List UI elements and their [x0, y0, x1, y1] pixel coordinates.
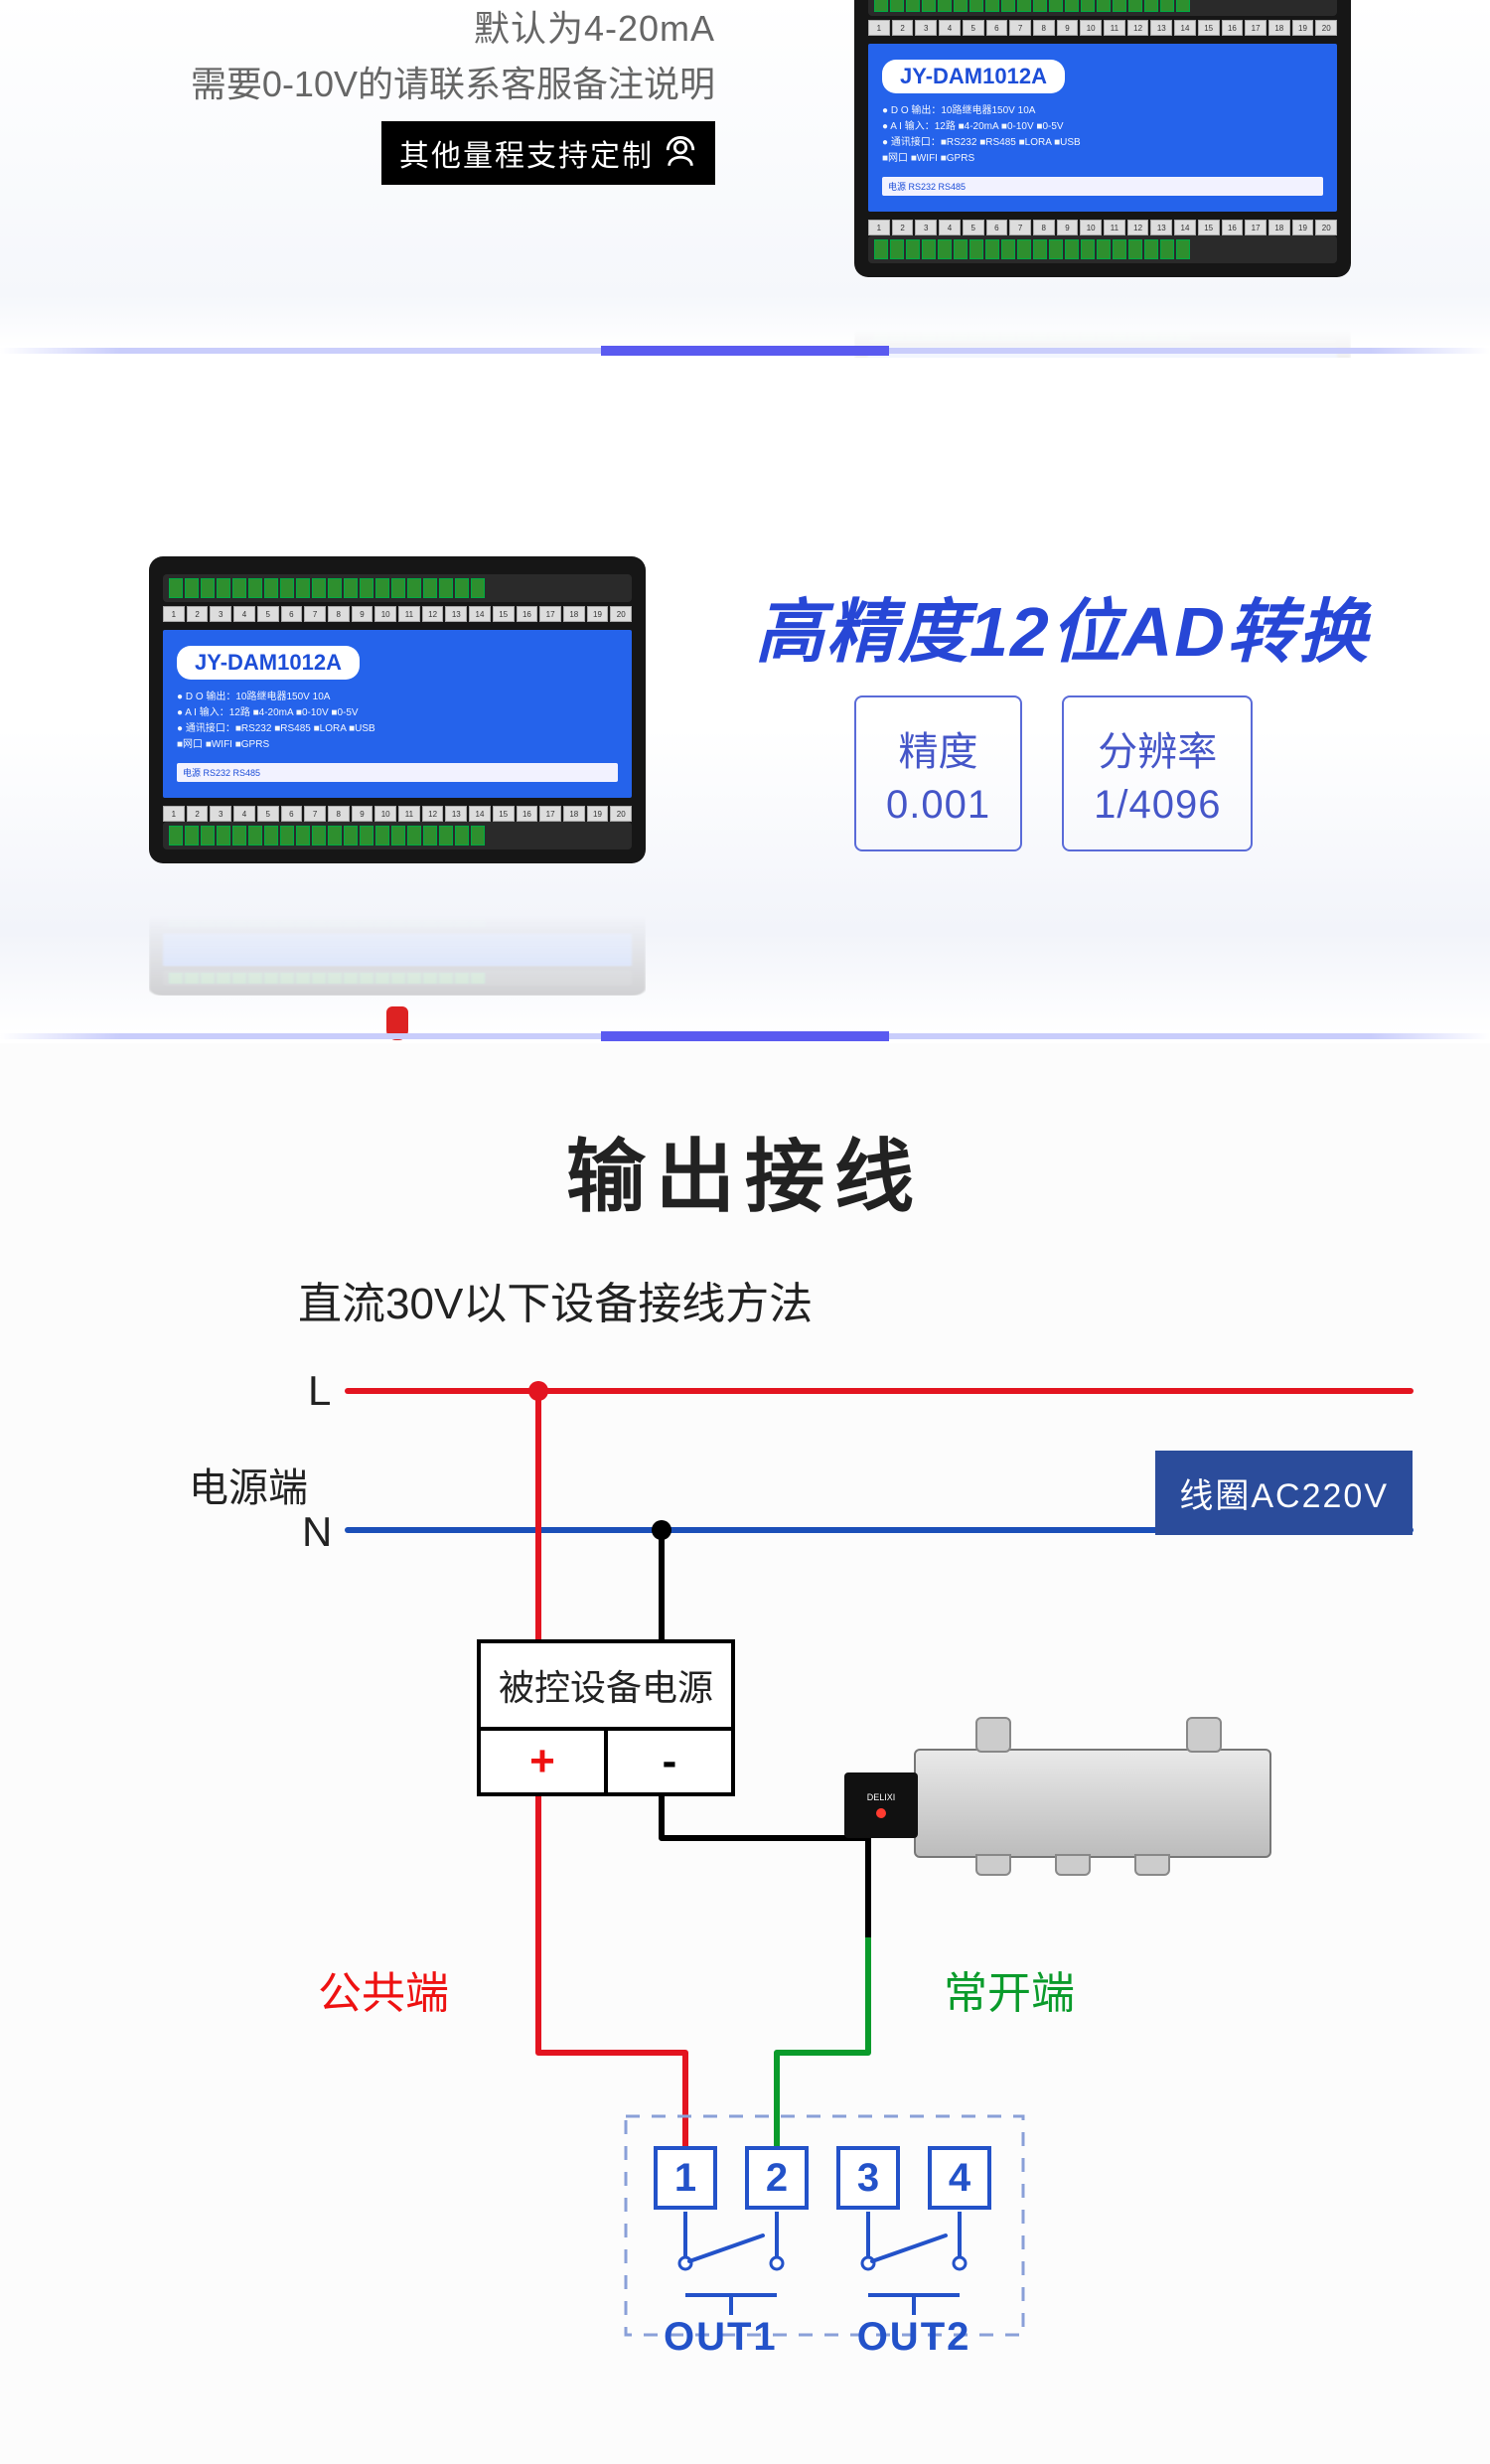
- device-model: JY-DAM1012A: [882, 60, 1065, 93]
- solenoid-device: DELIXI: [914, 1749, 1271, 1858]
- out2-label: OUT2: [857, 2315, 971, 2360]
- device2-bot-numbers: 1234567891011121314151617181920: [163, 806, 632, 822]
- device-top-terminals: [868, 0, 1337, 16]
- custom-range-badge-text: 其他量程支持定制: [399, 131, 654, 175]
- spec-precision-value: 0.001: [886, 783, 990, 828]
- wiring-section: 输出接线 直流30V以下设备接线方法 L N 电源端 线圈AC220V 被控设备…: [0, 1043, 1490, 2464]
- device2-bullets: ● D O 输出：10路继电器150V 10A● A I 输入：12路 ■4-2…: [177, 690, 618, 753]
- spec-precision: 精度 0.001: [854, 695, 1022, 851]
- solenoid-port: [1186, 1717, 1222, 1753]
- spec-resolution: 分辨率 1/4096: [1062, 695, 1253, 851]
- ad-section: 1234567891011121314151617181920 JY-DAM10…: [0, 358, 1490, 1033]
- terminal-1: 1: [654, 2146, 717, 2210]
- solenoid-port: [1134, 1854, 1170, 1876]
- spec-boxes: 精度 0.001 分辨率 1/4096: [854, 695, 1253, 851]
- device-bullets: ● D O 输出：10路继电器150V 10A● A I 输入：12路 ■4-2…: [882, 103, 1323, 167]
- indicator-led-icon: [876, 1808, 886, 1818]
- normally-open-label: 常开端: [944, 1957, 1075, 2021]
- controlled-device-label: 被控设备电源: [481, 1643, 731, 1727]
- solenoid-port: [975, 1717, 1011, 1753]
- controlled-device-box: 被控设备电源 + -: [477, 1639, 735, 1796]
- terminal-4: 4: [928, 2146, 991, 2210]
- power-label: 电源端: [189, 1456, 308, 1513]
- spec-precision-label: 精度: [886, 719, 990, 777]
- device-photo-mid: 1234567891011121314151617181920 JY-DAM10…: [149, 556, 646, 1032]
- device-top-numbers: 1234567891011121314151617181920: [868, 20, 1337, 36]
- device2-bottom-strip: 电源 RS232 RS485: [177, 763, 618, 782]
- device2-bot-terminals: [163, 822, 632, 849]
- terminal-2: 2: [745, 2146, 809, 2210]
- terminal-3: 3: [836, 2146, 900, 2210]
- section-divider: [0, 1033, 1490, 1039]
- coil-badge: 线圈AC220V: [1155, 1451, 1413, 1535]
- custom-range-badge: 其他量程支持定制: [381, 121, 715, 185]
- output-terminals: 1 2 3 4: [654, 2146, 991, 2210]
- spec-resolution-value: 1/4096: [1094, 783, 1221, 828]
- solenoid-port: [1055, 1854, 1091, 1876]
- support-icon: [664, 136, 697, 170]
- device-bottom-strip: 电源 RS232 RS485: [882, 177, 1323, 196]
- output-labels: OUT1 OUT2: [664, 2315, 970, 2360]
- common-terminal-label: 公共端: [318, 1957, 449, 2021]
- wiring-diagram: L N 电源端 线圈AC220V 被控设备电源 + - 公共端 常开端 DELI…: [50, 1361, 1440, 2385]
- solenoid-port: [975, 1854, 1011, 1876]
- device2-model: JY-DAM1012A: [177, 646, 360, 680]
- ad-headline: 高精度12位AD转换: [755, 576, 1370, 677]
- wiring-subtitle: 直流30V以下设备接线方法: [298, 1268, 1490, 1331]
- wiring-title: 输出接线: [0, 1043, 1490, 1268]
- plus-terminal: +: [481, 1731, 608, 1792]
- device-panel: JY-DAM1012A ● D O 输出：10路继电器150V 10A● A I…: [868, 44, 1337, 212]
- minus-terminal: -: [608, 1731, 731, 1792]
- section-divider: [0, 348, 1490, 354]
- device2-top-numbers: 1234567891011121314151617181920: [163, 606, 632, 622]
- l-label: L: [308, 1367, 331, 1415]
- top-copy: 默认为4-20mA 需要0-10V的请联系客服备注说明 其他量程支持定制: [191, 0, 715, 185]
- device-bot-terminals: [868, 235, 1337, 263]
- out1-label: OUT1: [664, 2315, 778, 2360]
- top-section: 默认为4-20mA 需要0-10V的请联系客服备注说明 其他量程支持定制 123…: [0, 0, 1490, 348]
- contact-note: 需要0-10V的请联系客服备注说明: [191, 56, 715, 107]
- spec-resolution-label: 分辨率: [1094, 719, 1221, 777]
- device2-top-terminals: [163, 574, 632, 602]
- device-bot-numbers: 1234567891011121314151617181920: [868, 220, 1337, 235]
- default-range: 默认为4-20mA: [191, 0, 715, 52]
- solenoid-brand: DELIXI: [844, 1772, 918, 1838]
- n-label: N: [302, 1508, 332, 1556]
